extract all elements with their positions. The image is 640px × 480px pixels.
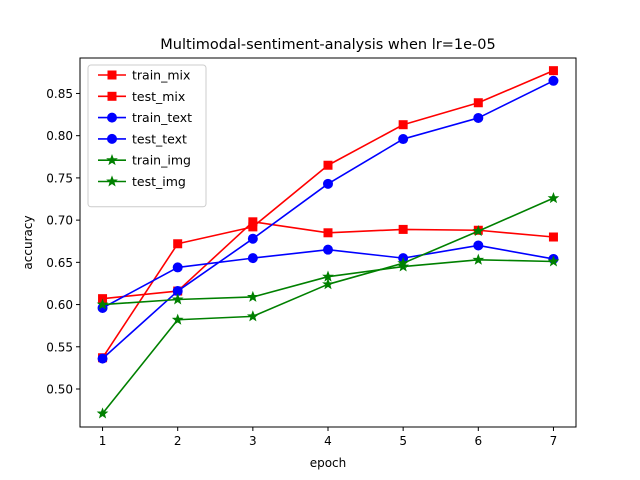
legend-item-train-img: train_img <box>98 153 191 168</box>
data-point-test-img <box>96 298 109 310</box>
y-tick-label: 0.70 <box>46 214 73 228</box>
series-test-img <box>96 253 560 310</box>
chart-legend: train_mix test_mix train_text test_texttrai… <box>87 64 207 208</box>
legend-item-train-mix: train_mix <box>98 68 190 83</box>
data-point-train-mix <box>473 98 483 108</box>
data-point-test-text <box>323 244 333 255</box>
data-point-train-img <box>322 278 334 290</box>
legend-item-train-text: train_text <box>98 110 192 125</box>
chart-title: Multimodal-sentiment-analysis when lr=1e… <box>160 37 495 53</box>
data-point-test-img <box>472 253 485 265</box>
data-point-train-text <box>398 134 409 145</box>
x-tick-label: 6 <box>474 434 482 448</box>
data-point-test-img <box>171 293 184 305</box>
data-point-train-img <box>96 407 109 419</box>
legend-marker <box>107 91 117 101</box>
data-point-train-mix <box>173 239 183 249</box>
data-point-train-img <box>247 310 259 322</box>
legend-label: test_img <box>132 174 186 189</box>
data-point-test-text <box>172 262 183 273</box>
data-point-test-img <box>547 255 560 267</box>
x-tick-label: 1 <box>99 434 107 448</box>
data-point-test-mix <box>323 228 333 238</box>
legend-marker <box>106 154 118 166</box>
y-tick-label: 0.75 <box>46 171 73 185</box>
legend-marker <box>107 133 117 144</box>
data-point-train-text <box>323 178 333 189</box>
data-point-train-text <box>247 233 258 244</box>
y-tick-label: 0.60 <box>46 298 73 312</box>
legend-item-test-mix: test_mix <box>98 89 185 104</box>
series-train-text <box>97 75 559 364</box>
x-tick-label: 4 <box>324 434 332 448</box>
data-point-train-text <box>473 112 484 123</box>
data-point-test-text <box>247 253 258 264</box>
legend-label: train_text <box>132 110 192 125</box>
legend-label: train_img <box>132 153 191 168</box>
legend-marker <box>107 70 117 80</box>
data-point-train-img <box>472 224 485 237</box>
legend-marker <box>106 175 118 187</box>
y-tick-label: 0.65 <box>46 256 73 270</box>
data-point-train-text <box>97 353 108 364</box>
data-point-train-img <box>171 313 184 325</box>
legend-item-test-text: test_text <box>98 131 187 146</box>
data-point-train-text <box>548 75 559 86</box>
series-test-text <box>97 240 559 313</box>
legend-box <box>87 64 207 208</box>
data-point-train-img <box>547 192 560 204</box>
y-tick-label: 0.85 <box>46 87 73 101</box>
y-axis-label: accuracy <box>21 215 35 269</box>
y-tick-label: 0.80 <box>46 129 73 143</box>
legend-label: test_text <box>132 131 187 146</box>
data-point-test-mix <box>248 217 258 227</box>
data-point-test-text <box>473 240 484 251</box>
data-point-train-mix <box>398 120 408 130</box>
series-train-img <box>96 192 560 419</box>
y-tick-label: 0.50 <box>46 383 73 397</box>
data-point-test-img <box>247 290 259 302</box>
legend-marker <box>107 112 117 123</box>
data-point-train-mix <box>548 66 558 76</box>
legend-item-test-img: test_img <box>98 174 186 189</box>
x-axis-label: epoch <box>310 456 347 470</box>
data-point-test-mix <box>548 232 558 242</box>
x-tick-label: 3 <box>249 434 257 448</box>
data-point-train-mix <box>323 160 333 170</box>
x-tick-label: 2 <box>174 434 182 448</box>
y-tick-label: 0.55 <box>46 340 73 354</box>
legend-label: train_mix <box>132 68 190 83</box>
data-point-test-img <box>322 270 334 282</box>
legend-label: test_mix <box>132 89 185 104</box>
x-tick-label: 7 <box>550 434 558 448</box>
data-point-test-mix <box>398 224 408 234</box>
data-point-test-img <box>397 260 409 272</box>
x-tick-label: 5 <box>399 434 407 448</box>
